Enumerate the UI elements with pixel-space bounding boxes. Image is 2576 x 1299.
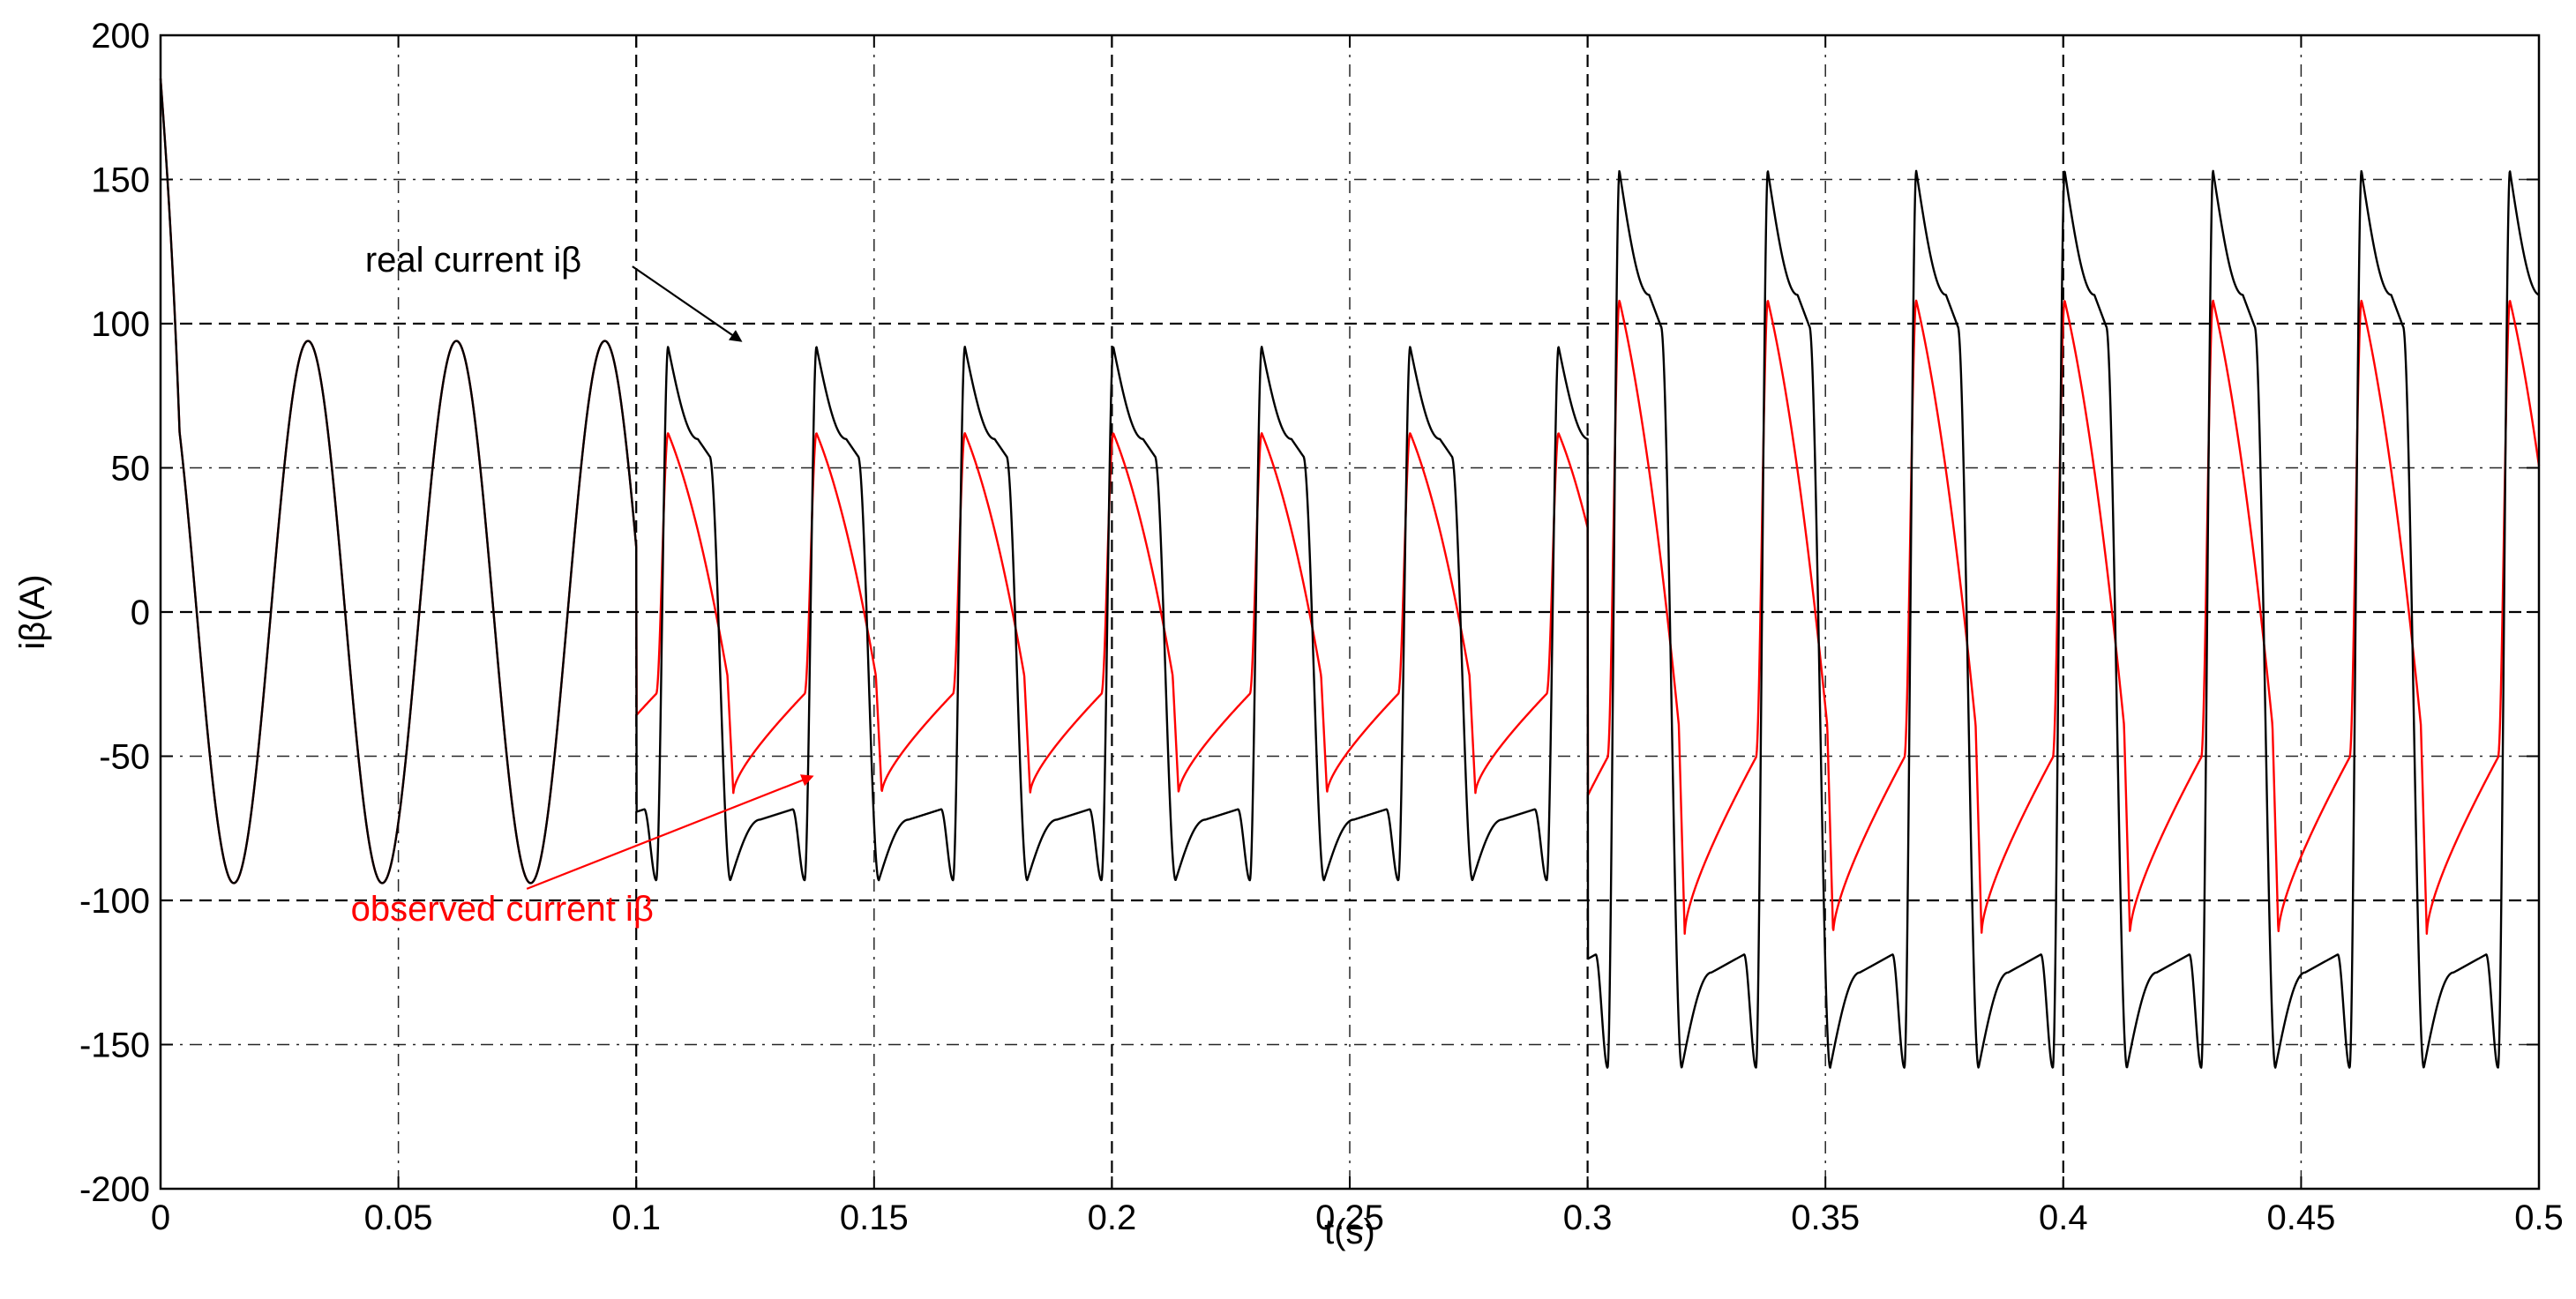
y-tick-label: 0 xyxy=(131,594,150,632)
y-tick-label: -50 xyxy=(99,738,150,777)
y-axis-label: iβ(A) xyxy=(13,574,52,649)
tick-labels: 0 0.05 0.1 0.15 0.2 0.25 0.3 0.35 0.4 0.45 0.5 -200… xyxy=(79,17,2564,1237)
x-tick-label: 0.35 xyxy=(1791,1198,1860,1237)
y-tick-label: -150 xyxy=(79,1027,150,1065)
x-tick-label: 0.45 xyxy=(2266,1198,2335,1237)
x-tick-label: 0.05 xyxy=(364,1198,433,1237)
x-tick-label: 0.4 xyxy=(2039,1198,2088,1237)
x-tick-label: 0.25 xyxy=(1315,1198,1384,1237)
y-tick-label: -200 xyxy=(79,1170,150,1209)
y-tick-label: -100 xyxy=(79,882,150,921)
annotation-real-current: real current iβ xyxy=(365,241,581,280)
x-tick-label: 0.15 xyxy=(840,1198,909,1237)
annotation-arrow-observed xyxy=(526,774,814,890)
x-tick-label: 0 xyxy=(151,1198,170,1237)
y-tick-label: 150 xyxy=(91,161,150,200)
series-real-current xyxy=(159,78,2540,1069)
x-tick-label: 0.3 xyxy=(1563,1198,1613,1237)
annotations: real current iβ observed current iβ xyxy=(351,241,814,929)
y-tick-label: 200 xyxy=(91,17,150,56)
x-axis-label: t(s) xyxy=(1324,1213,1375,1251)
x-tick-label: 0.1 xyxy=(611,1198,661,1237)
y-tick-label: 100 xyxy=(91,305,150,344)
series-group xyxy=(159,78,2541,1069)
x-tick-label: 0.5 xyxy=(2514,1198,2564,1237)
annotation-observed-current: observed current iβ xyxy=(351,890,654,929)
x-tick-label: 0.2 xyxy=(1088,1198,1137,1237)
y-tick-label: 50 xyxy=(111,450,151,489)
annotation-arrow-real xyxy=(632,265,743,342)
